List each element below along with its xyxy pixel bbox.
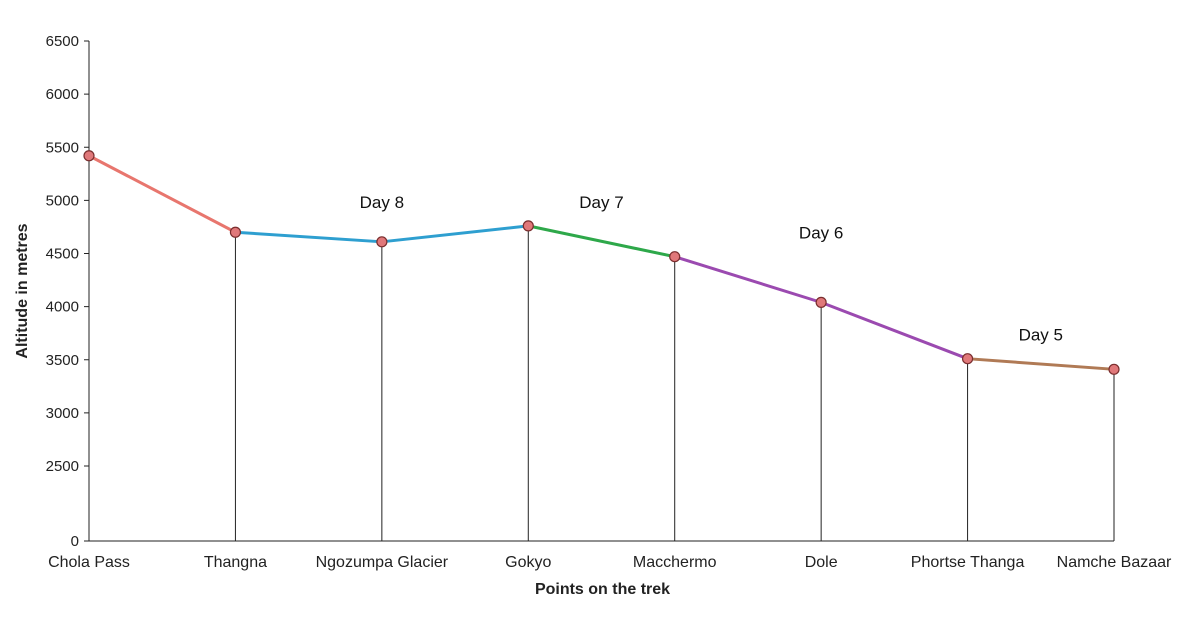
data-point [669, 251, 681, 263]
x-category-label: Phortse Thanga [911, 554, 1025, 571]
data-point [961, 353, 974, 365]
segment-day-label: Day 6 [799, 224, 843, 243]
y-tick-label: 5500 [46, 139, 79, 156]
x-axis: Chola Pass Thangna Ngozumpa Glacier Gokyo Ma… [48, 540, 1172, 571]
data-point [83, 150, 95, 162]
data-point [815, 296, 827, 308]
y-tick-label: 5000 [46, 192, 79, 209]
x-category-label: Dole [805, 554, 838, 571]
x-category-label: Macchermo [633, 554, 717, 571]
segment-day-label: Day 7 [579, 193, 623, 212]
segment-day-label: Day 5 [1019, 326, 1063, 345]
data-point [376, 236, 388, 248]
x-category-label: Namche Bazaar [1057, 554, 1172, 571]
line-segment [88, 154, 237, 234]
y-tick-label: 4500 [46, 246, 79, 263]
y-tick-label: 6000 [46, 86, 79, 103]
y-tick-label: 3500 [46, 352, 79, 369]
y-tick-label: 4000 [46, 299, 79, 316]
x-category-label: Thangna [204, 554, 267, 571]
y-tick-label: 2500 [46, 458, 79, 475]
drop-lines [234, 225, 1115, 541]
data-point [522, 220, 534, 232]
y-axis-title: Altitude in metres [14, 223, 31, 358]
line-segment [527, 224, 676, 259]
data-point [1108, 363, 1120, 375]
segment-labels: Day 8 Day 7 Day 6 Day 5 [360, 193, 1063, 345]
y-tick-label: 0 [71, 533, 79, 550]
x-category-label: Gokyo [505, 554, 551, 571]
x-category-label: Chola Pass [48, 554, 130, 571]
y-tick-label: 6500 [46, 33, 79, 50]
x-category-label: Ngozumpa Glacier [316, 554, 449, 571]
data-markers [83, 150, 1120, 375]
data-point [229, 226, 242, 238]
y-tick-label: 3000 [46, 405, 79, 422]
x-axis-title: Points on the trek [535, 581, 670, 598]
line-segments [88, 154, 1115, 371]
segment-day-label: Day 8 [360, 193, 404, 212]
y-axis: 0 2500 3000 3500 4000 4500 5000 5500 6000 6500 [46, 33, 90, 550]
line-segment [967, 357, 1115, 371]
